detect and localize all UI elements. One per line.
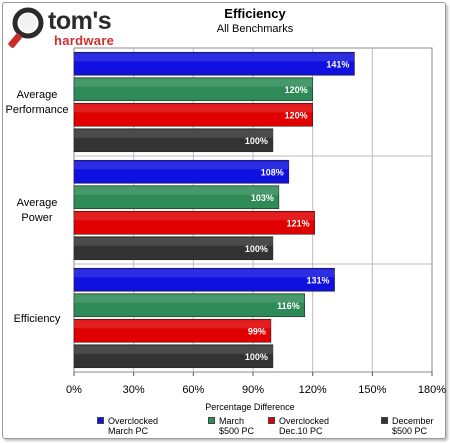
bar-value-label: 141% xyxy=(326,59,349,69)
chart-subtitle: All Benchmarks xyxy=(216,23,294,35)
category-label-line: Power xyxy=(21,212,53,224)
bar-value-label: 121% xyxy=(287,218,310,228)
bar xyxy=(73,185,280,210)
category-label-line: Efficiency xyxy=(13,312,61,325)
logo-wordmark-hardware: hardware xyxy=(54,33,115,48)
x-tick-label: 120% xyxy=(298,384,327,396)
bar-highlight xyxy=(74,212,315,221)
bar xyxy=(73,159,290,184)
legend-swatch xyxy=(97,417,104,424)
bar-highlight xyxy=(74,53,355,62)
category-label: Average Power xyxy=(1,196,73,226)
x-tick-label: 0% xyxy=(66,384,82,396)
x-axis-title: Percentage Difference xyxy=(205,402,295,412)
x-tick-label: 30% xyxy=(122,384,145,396)
category-label: Efficiency xyxy=(1,312,73,327)
category-label-line: Average xyxy=(16,197,58,209)
logo: tom's hardware xyxy=(6,6,126,50)
bar-value-label: 120% xyxy=(285,85,308,95)
bar-value-label: 99% xyxy=(248,326,266,336)
bar xyxy=(73,51,355,76)
bar-value-label: 108% xyxy=(261,167,284,177)
bar-value-label: 131% xyxy=(307,275,330,285)
logo-wordmark-toms: tom's xyxy=(48,7,112,35)
bar-highlight xyxy=(74,294,305,303)
bar-highlight xyxy=(74,129,273,138)
bar-highlight xyxy=(74,320,271,329)
bar-value-label: 120% xyxy=(285,110,308,120)
legend-label: March $500 PC xyxy=(219,416,255,436)
bar-highlight xyxy=(74,161,289,170)
bar xyxy=(73,77,313,102)
bar-value-label: 103% xyxy=(251,193,274,203)
bar-value-label: 100% xyxy=(245,244,268,254)
legend-label: Overclocked March PC xyxy=(108,416,159,436)
category-label: Average Performance xyxy=(1,88,73,118)
legend-swatch xyxy=(268,417,275,424)
legend-swatch xyxy=(208,417,215,424)
bar-highlight xyxy=(74,237,273,246)
bar xyxy=(73,236,274,261)
category-label-line: Performance xyxy=(5,104,69,116)
chart-title: Efficiency xyxy=(224,6,286,21)
bar xyxy=(73,293,306,318)
x-tick-label: 90% xyxy=(241,384,265,396)
category-label-line: Average xyxy=(16,89,58,101)
bar-highlight xyxy=(74,78,313,87)
bar-value-label: 100% xyxy=(245,136,268,146)
bar-highlight xyxy=(74,269,335,278)
logo-magnifier-icon xyxy=(8,7,44,48)
bar xyxy=(73,210,315,235)
bar xyxy=(73,128,274,153)
bar-highlight xyxy=(74,345,273,354)
bar xyxy=(73,344,274,369)
bar-highlight xyxy=(74,186,279,195)
legend-label: Overclocked Dec.10 PC xyxy=(279,416,330,436)
bar xyxy=(73,267,335,292)
bar xyxy=(73,318,272,343)
bar xyxy=(73,102,313,127)
legend-swatch xyxy=(381,417,388,424)
bar-value-label: 100% xyxy=(245,352,268,362)
bar-highlight xyxy=(74,104,313,113)
bar-value-label: 116% xyxy=(277,301,300,311)
x-tick-label: 60% xyxy=(182,384,205,396)
legend-label: December $500 PC xyxy=(392,416,434,436)
x-tick-label: 180% xyxy=(417,384,447,396)
x-tick-label: 150% xyxy=(358,384,387,396)
